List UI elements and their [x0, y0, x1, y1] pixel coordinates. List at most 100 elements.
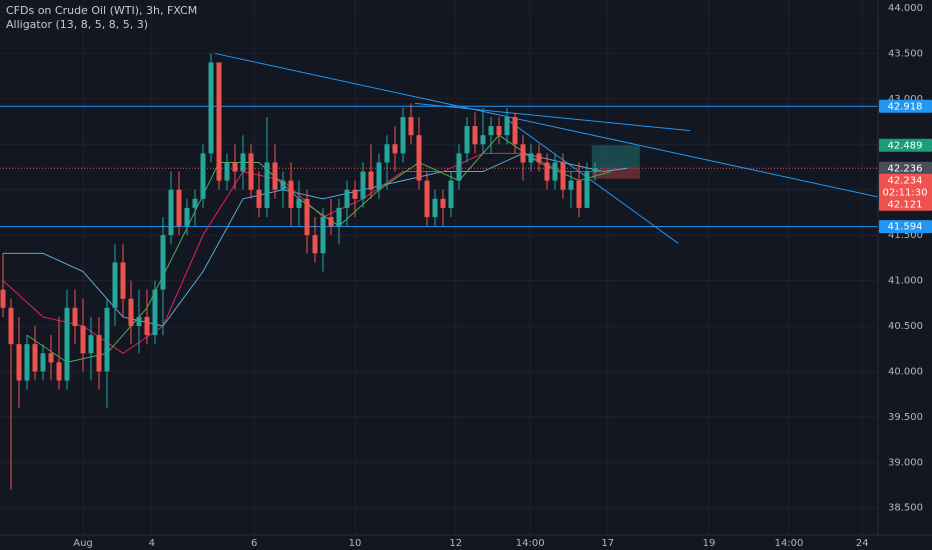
x-tick-label: 14:00: [516, 538, 545, 549]
candle-body: [280, 180, 286, 190]
x-tick-label: 14:00: [775, 538, 804, 549]
candle-body: [392, 144, 398, 154]
chart-title: CFDs on Crude Oil (WTI), 3h, FXCM: [6, 4, 197, 17]
candle-body: [56, 362, 62, 381]
candle-body: [80, 326, 86, 354]
candle-body: [216, 62, 222, 181]
candle-body: [272, 162, 278, 190]
candle-body: [16, 344, 22, 381]
candle-body: [520, 144, 526, 163]
candle-body: [152, 289, 158, 336]
candle-body: [424, 180, 430, 217]
axes: 44.00043.50043.00042.50042.00041.50041.0…: [73, 3, 932, 549]
candle-body: [376, 162, 382, 190]
candle-body: [328, 216, 334, 227]
candle-body: [0, 289, 6, 308]
candle-body: [208, 62, 214, 154]
candle-body: [344, 189, 350, 208]
candle-body: [240, 153, 246, 172]
candle-body: [472, 126, 478, 145]
candle-body: [416, 135, 422, 181]
grid: [0, 0, 878, 535]
candle-body: [8, 307, 14, 345]
candle-body: [160, 235, 166, 290]
x-tick-label: 19: [703, 538, 716, 549]
position-stop-zone: [591, 168, 640, 179]
candle-body: [40, 353, 46, 372]
price-tag-label: 42.489: [888, 140, 923, 151]
plot: [0, 52, 879, 490]
price-tag: [879, 99, 932, 113]
candle-body: [488, 126, 494, 136]
candle-body: [480, 135, 486, 145]
candle-body: [72, 307, 78, 327]
candle-body: [104, 307, 110, 372]
price-tag-label: 42.234: [888, 175, 923, 186]
candle-body: [448, 180, 454, 208]
candle-body: [224, 162, 230, 181]
candle-body: [544, 162, 550, 181]
y-tick-label: 40.000: [888, 366, 923, 377]
price-tag: [879, 220, 932, 234]
x-tick-label: Aug: [73, 538, 93, 549]
candle-body: [456, 153, 462, 181]
price-tag: [879, 138, 932, 152]
price-tag-label: 42.121: [888, 199, 923, 210]
candle-body: [120, 262, 126, 299]
price-tag: [879, 185, 932, 199]
y-tick-label: 39.500: [888, 412, 923, 423]
indicator-line: [3, 152, 628, 327]
candle-body: [88, 335, 94, 354]
candle-body: [560, 162, 566, 190]
price-tag-label: 02:11:30: [883, 187, 928, 198]
y-tick-label: 39.000: [888, 457, 923, 468]
candle-body: [48, 353, 54, 363]
candle-body: [184, 207, 190, 227]
y-tick-label: 44.000: [888, 3, 923, 14]
price-tag-label: 42.918: [888, 101, 923, 112]
candle-body: [400, 117, 406, 154]
x-tick-label: 4: [149, 538, 155, 549]
candle-body: [592, 168, 598, 172]
price-tag: [879, 161, 932, 175]
candle-body: [304, 198, 310, 236]
candle-body: [320, 216, 326, 254]
candle-body: [176, 189, 182, 227]
x-tick-label: 6: [251, 538, 257, 549]
candle-body: [528, 153, 534, 163]
candle-body: [464, 126, 470, 154]
candle-body: [288, 180, 294, 208]
candle-body: [192, 198, 198, 208]
candle-body: [248, 153, 254, 190]
candle-body: [264, 162, 270, 208]
indicator-line: [26, 134, 612, 363]
position-target-zone: [591, 145, 640, 169]
candle-body: [128, 298, 134, 327]
candle-body: [32, 344, 38, 372]
candle-body: [368, 171, 374, 190]
y-tick-label: 43.500: [888, 48, 923, 59]
candle-body: [200, 153, 206, 199]
y-tick-label: 40.500: [888, 321, 923, 332]
candle-body: [568, 180, 574, 190]
candle-body: [536, 153, 542, 163]
indicator-label: Alligator (13, 8, 5, 8, 5, 3): [6, 18, 148, 31]
candle-body: [432, 198, 438, 217]
candle-body: [552, 162, 558, 181]
candle-body: [112, 262, 118, 308]
x-tick-label: 12: [449, 538, 462, 549]
price-tag: [879, 173, 932, 187]
candle-body: [336, 207, 342, 227]
x-tick-label: 24: [856, 538, 869, 549]
candle-body: [496, 126, 502, 136]
candle-body: [136, 316, 142, 327]
x-tick-label: 10: [349, 538, 362, 549]
price-tag-label: 41.594: [888, 222, 923, 233]
trend-line: [504, 117, 679, 244]
candle-body: [408, 117, 414, 136]
candle-body: [96, 335, 102, 372]
candle-body: [24, 344, 30, 381]
candle-body: [352, 189, 358, 199]
